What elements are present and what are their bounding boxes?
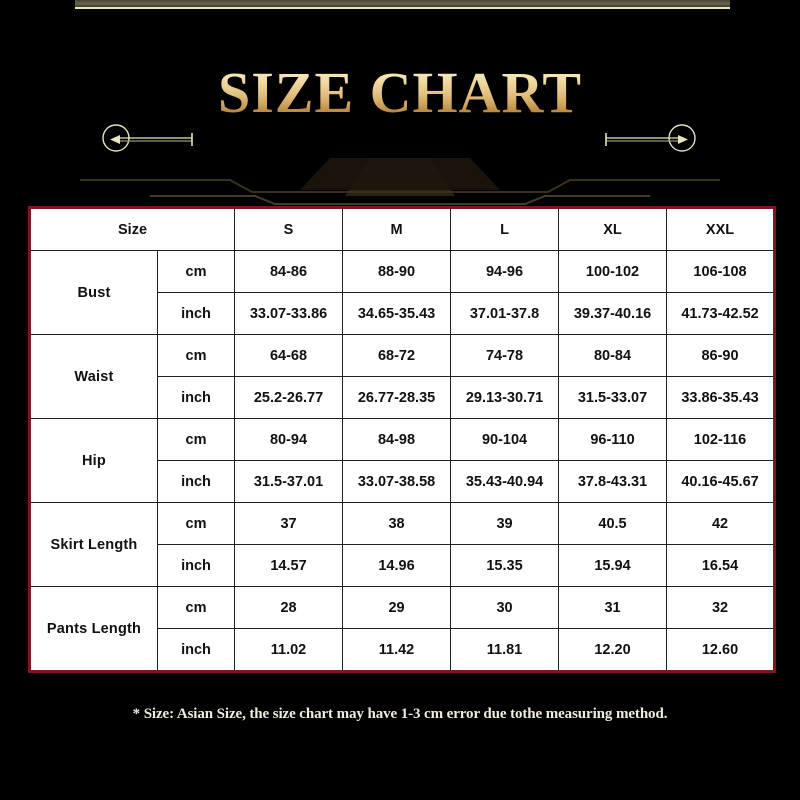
cell-waist-inch-m: 26.77-28.35 — [342, 376, 452, 419]
unit-inch: inch — [156, 460, 236, 503]
row-label-bust: Bust — [29, 250, 158, 335]
size-chart-table: Size S M L XL XXL Bust cm 84-86 88-90 94… — [28, 206, 777, 673]
cell-skirt-cm-m: 38 — [342, 502, 452, 545]
header-banner: SIZE CHART — [0, 40, 800, 209]
table-row: Hip cm 80-94 84-98 90-104 96-110 102-116 — [29, 418, 776, 503]
table-row: inch 11.02 11.42 11.81 12.20 12.60 — [30, 628, 776, 672]
cell-bust-inch-l: 37.01-37.8 — [450, 292, 560, 335]
cell-skirt-cm-xxl: 42 — [666, 502, 776, 545]
top-gold-bar — [75, 0, 730, 9]
cell-pants-inch-xl: 12.20 — [558, 628, 668, 672]
arrow-right-circle-ornament-icon — [590, 118, 700, 158]
cell-bust-inch-xxl: 41.73-42.52 — [666, 292, 776, 335]
cell-skirt-cm-l: 39 — [450, 502, 560, 545]
cell-hip-inch-l: 35.43-40.94 — [450, 460, 560, 503]
cell-skirt-inch-l: 15.35 — [450, 544, 560, 587]
header-size-label: Size — [28, 207, 236, 251]
cell-bust-inch-s: 33.07-33.86 — [234, 292, 344, 335]
cell-skirt-inch-s: 14.57 — [234, 544, 344, 587]
cell-bust-cm-xl: 100-102 — [558, 250, 668, 293]
cell-hip-inch-xl: 37.8-43.31 — [558, 460, 668, 503]
unit-inch: inch — [156, 376, 236, 419]
header-size-m: M — [342, 207, 452, 251]
row-label-waist: Waist — [29, 334, 158, 419]
cell-hip-inch-s: 31.5-37.01 — [234, 460, 344, 503]
cell-pants-cm-xl: 31 — [558, 586, 668, 629]
cell-hip-cm-m: 84-98 — [342, 418, 452, 461]
footnote-text: * Size: Asian Size, the size chart may h… — [132, 706, 668, 722]
cell-hip-cm-l: 90-104 — [450, 418, 560, 461]
unit-inch: inch — [156, 292, 236, 335]
cell-hip-cm-xxl: 102-116 — [666, 418, 776, 461]
unit-cm: cm — [156, 586, 236, 629]
cell-skirt-cm-xl: 40.5 — [558, 502, 668, 545]
cell-hip-cm-s: 80-94 — [234, 418, 344, 461]
row-label-hip: Hip — [29, 418, 158, 503]
header-size-xxl: XXL — [666, 207, 776, 251]
cell-bust-cm-l: 94-96 — [450, 250, 560, 293]
table-row: inch 33.07-33.86 34.65-35.43 37.01-37.8 … — [30, 292, 776, 335]
cell-pants-cm-l: 30 — [450, 586, 560, 629]
unit-inch: inch — [156, 544, 236, 587]
cell-skirt-inch-xxl: 16.54 — [666, 544, 776, 587]
header-size-s: S — [234, 207, 344, 251]
cell-hip-inch-xxl: 40.16-45.67 — [666, 460, 776, 503]
cell-pants-cm-xxl: 32 — [666, 586, 776, 629]
decorative-bands — [0, 158, 800, 218]
row-label-skirt-length: Skirt Length — [29, 502, 158, 587]
cell-pants-inch-xxl: 12.60 — [666, 628, 776, 672]
cell-bust-inch-xl: 39.37-40.16 — [558, 292, 668, 335]
table-row: Skirt Length cm 37 38 39 40.5 42 — [29, 502, 776, 587]
cell-waist-cm-s: 64-68 — [234, 334, 344, 377]
cell-skirt-inch-xl: 15.94 — [558, 544, 668, 587]
row-label-pants-length: Pants Length — [29, 586, 158, 672]
unit-cm: cm — [156, 334, 236, 377]
cell-waist-inch-xxl: 33.86-35.43 — [666, 376, 776, 419]
unit-inch: inch — [156, 628, 236, 672]
unit-cm: cm — [156, 250, 236, 293]
cell-bust-inch-m: 34.65-35.43 — [342, 292, 452, 335]
size-chart-table-container: Size S M L XL XXL Bust cm 84-86 88-90 94… — [28, 206, 777, 673]
cell-waist-cm-l: 74-78 — [450, 334, 560, 377]
cell-hip-inch-m: 33.07-38.58 — [342, 460, 452, 503]
arrow-left-circle-ornament-icon — [98, 118, 208, 158]
cell-pants-inch-s: 11.02 — [234, 628, 344, 672]
table-row: inch 14.57 14.96 15.35 15.94 16.54 — [30, 544, 776, 587]
cell-skirt-cm-s: 37 — [234, 502, 344, 545]
cell-pants-inch-l: 11.81 — [450, 628, 560, 672]
table-header-row: Size S M L XL XXL — [28, 207, 776, 251]
cell-waist-cm-xxl: 86-90 — [666, 334, 776, 377]
cell-skirt-inch-m: 14.96 — [342, 544, 452, 587]
cell-waist-cm-xl: 80-84 — [558, 334, 668, 377]
cell-pants-cm-m: 29 — [342, 586, 452, 629]
table-row: inch 25.2-26.77 26.77-28.35 29.13-30.71 … — [30, 376, 776, 419]
cell-waist-inch-s: 25.2-26.77 — [234, 376, 344, 419]
table-row: Waist cm 64-68 68-72 74-78 80-84 86-90 — [29, 334, 776, 419]
page-title: SIZE CHART — [0, 62, 800, 124]
unit-cm: cm — [156, 418, 236, 461]
cell-pants-cm-s: 28 — [234, 586, 344, 629]
cell-waist-cm-m: 68-72 — [342, 334, 452, 377]
cell-waist-inch-xl: 31.5-33.07 — [558, 376, 668, 419]
cell-pants-inch-m: 11.42 — [342, 628, 452, 672]
cell-waist-inch-l: 29.13-30.71 — [450, 376, 560, 419]
header-size-xl: XL — [558, 207, 668, 251]
table-row: Pants Length cm 28 29 30 31 32 — [29, 586, 776, 672]
unit-cm: cm — [156, 502, 236, 545]
cell-hip-cm-xl: 96-110 — [558, 418, 668, 461]
table-row: Bust cm 84-86 88-90 94-96 100-102 106-10… — [29, 250, 776, 335]
cell-bust-cm-m: 88-90 — [342, 250, 452, 293]
cell-bust-cm-xxl: 106-108 — [666, 250, 776, 293]
cell-bust-cm-s: 84-86 — [234, 250, 344, 293]
header-size-l: L — [450, 207, 560, 251]
